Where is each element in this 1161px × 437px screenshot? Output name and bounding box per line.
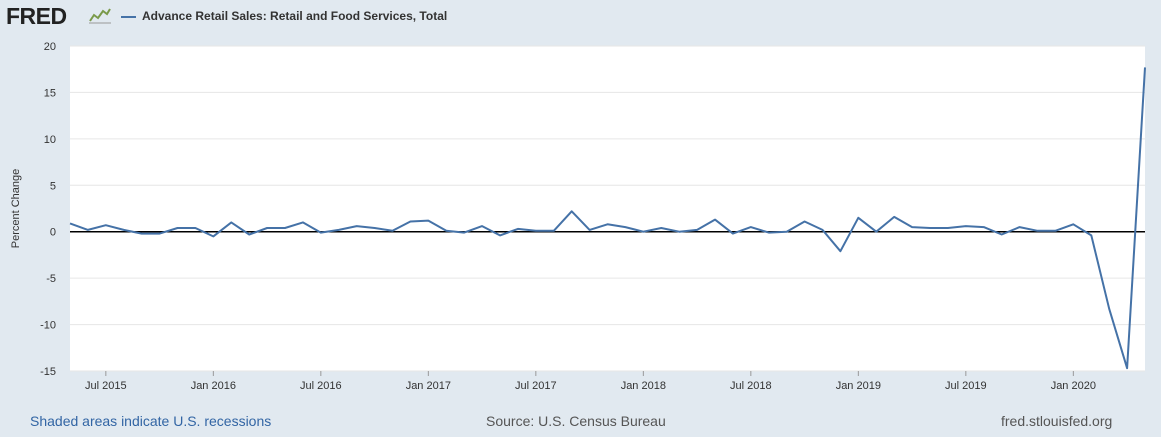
y-tick-label: 10 xyxy=(44,134,56,146)
source-note: Source: U.S. Census Bureau xyxy=(486,413,666,429)
x-axis-ticks: Jul 2015 Jan 2016 Jul 2016 Jan 2017 Jul 2017… xyxy=(85,371,1096,392)
y-tick-label: 15 xyxy=(44,87,56,99)
legend-label: Advance Retail Sales: Retail and Food Se… xyxy=(142,9,448,23)
plot-area xyxy=(70,46,1145,371)
x-tick-label: Jan 2020 xyxy=(1051,380,1096,392)
legend-swatch xyxy=(121,16,136,18)
x-tick-label: Jan 2016 xyxy=(191,380,236,392)
x-tick-label: Jan 2017 xyxy=(406,380,451,392)
y-tick-label: 20 xyxy=(44,41,56,53)
x-tick-label: Jan 2018 xyxy=(621,380,666,392)
fred-logo[interactable]: FRED xyxy=(6,3,67,29)
y-tick-label: 5 xyxy=(50,180,56,192)
chart-header: FRED Advance Retail Sales: Retail and Fo… xyxy=(0,0,1161,34)
fred-chart-icon[interactable] xyxy=(88,6,112,24)
y-tick-label: -5 xyxy=(46,273,56,285)
recessions-note[interactable]: Shaded areas indicate U.S. recessions xyxy=(30,413,272,429)
series-line[interactable] xyxy=(69,67,1146,370)
y-axis-ticks: 20 15 10 5 0 -5 -10 -15 xyxy=(40,41,56,378)
x-tick-label: Jul 2018 xyxy=(730,380,772,392)
y-tick-label: -15 xyxy=(40,366,56,378)
x-tick-label: Jul 2016 xyxy=(300,380,342,392)
x-tick-label: Jul 2017 xyxy=(515,380,557,392)
y-tick-label: 0 xyxy=(50,227,56,239)
y-tick-label: -10 xyxy=(40,320,56,332)
y-axis-label: Percent Change xyxy=(10,169,22,249)
x-tick-label: Jul 2019 xyxy=(945,380,987,392)
x-tick-label: Jul 2015 xyxy=(85,380,127,392)
site-link[interactable]: fred.stlouisfed.org xyxy=(1001,413,1113,429)
x-tick-label: Jan 2019 xyxy=(836,380,881,392)
